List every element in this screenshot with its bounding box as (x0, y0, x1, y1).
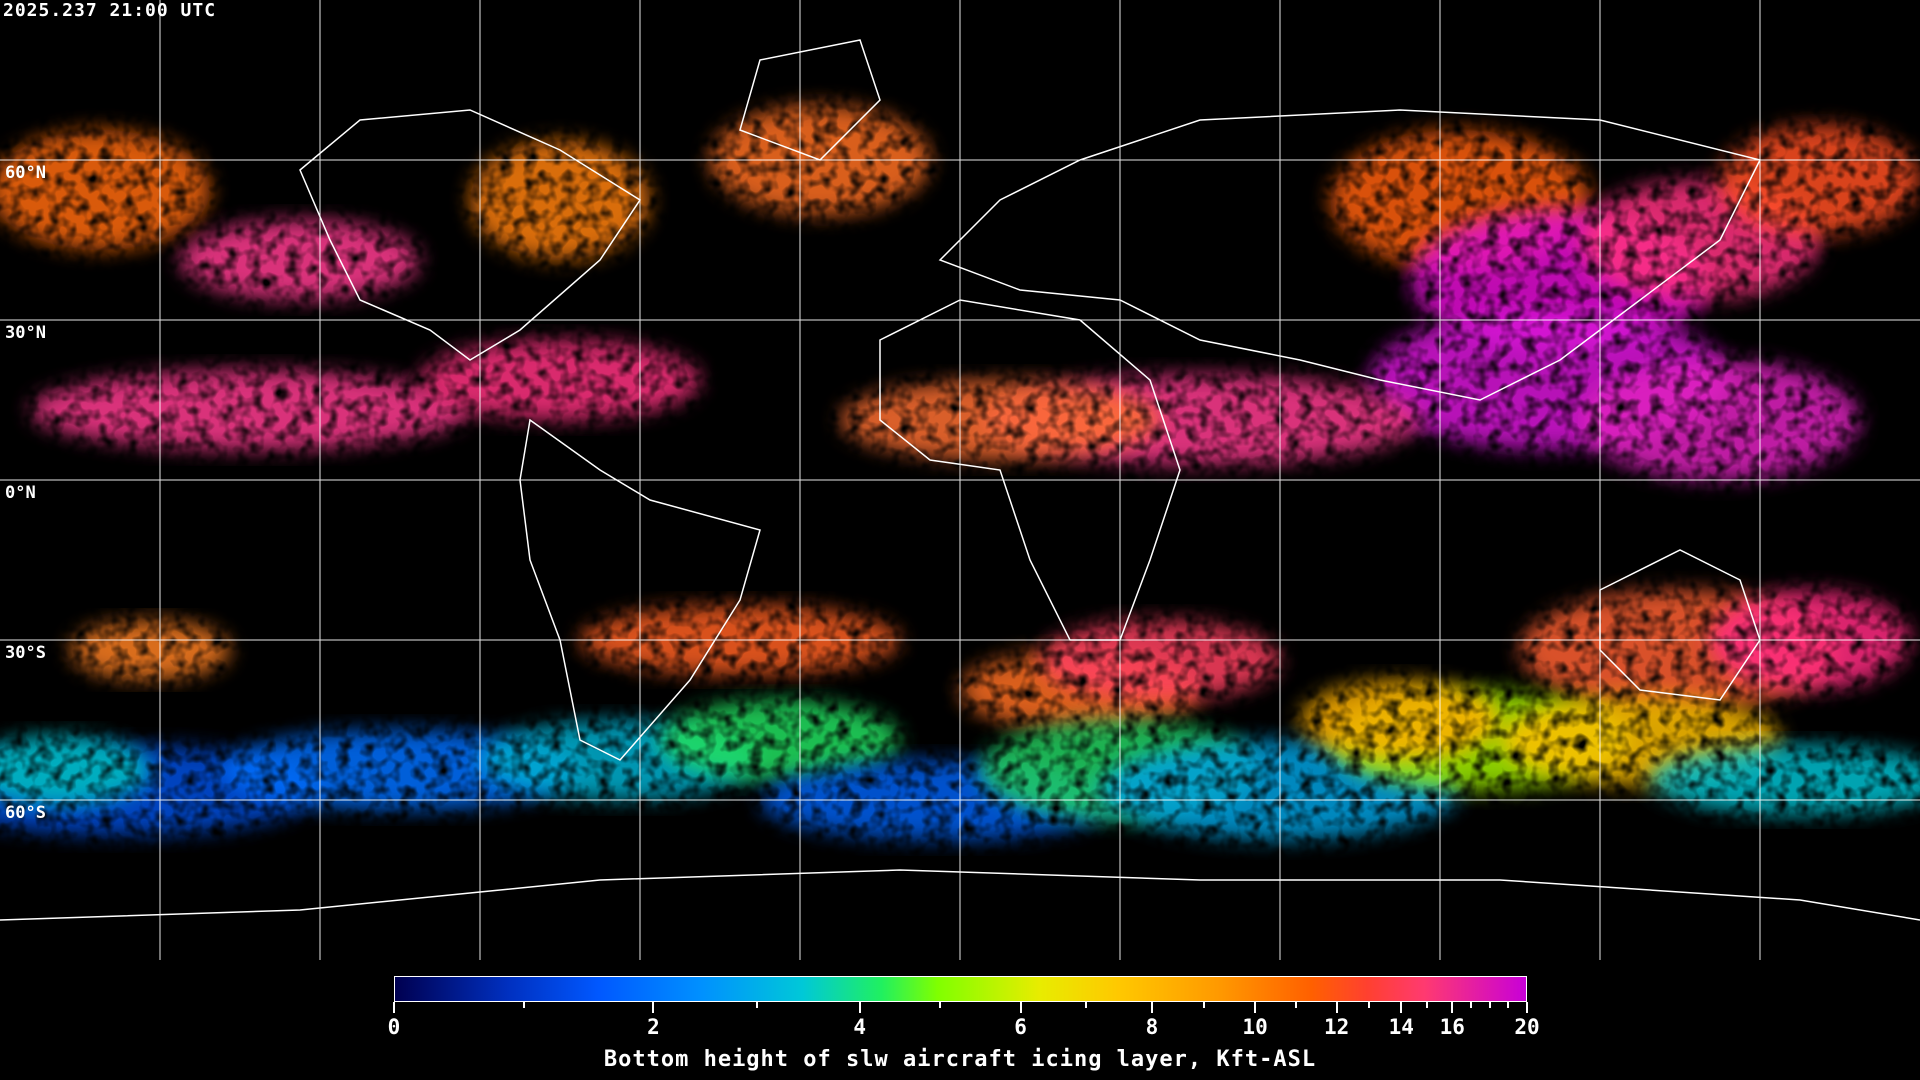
colorbar-minor-tick (939, 1002, 942, 1008)
lat-label-30n: 30°N (5, 323, 46, 343)
colorbar-minor-tick (1294, 1002, 1297, 1008)
colorbar-minor-tick (1085, 1002, 1088, 1008)
colorbar-major-tick (1526, 1002, 1528, 1013)
colorbar-tick-label: 0 (387, 1015, 401, 1039)
colorbar-major-tick (1451, 1002, 1454, 1013)
colorbar-tick-label: 2 (647, 1015, 660, 1039)
lat-label-30s: 30°S (5, 643, 46, 663)
coastline (299, 109, 642, 361)
colorbar-tick-label: 14 (1388, 1015, 1414, 1039)
colorbar-minor-tick (522, 1002, 525, 1008)
colorbar (394, 976, 1527, 1002)
lat-label-60n: 60°N (5, 163, 46, 183)
coastline (519, 418, 761, 761)
colorbar-major-tick (1150, 1002, 1153, 1013)
colorbar-tick-label: 20 (1514, 1015, 1540, 1039)
lat-label-0n: 0°N (5, 483, 36, 503)
coastline (739, 39, 881, 161)
colorbar-ticks: 0 2 4 6 8 10 12 14 16 20 (388, 1002, 1540, 1039)
colorbar-major-tick (1019, 1002, 1022, 1013)
coastline (0, 869, 1920, 921)
colorbar-major-tick (1400, 1002, 1403, 1013)
colorbar-major-tick (858, 1002, 861, 1013)
lat-label-60s: 60°S (5, 803, 46, 823)
colorbar-major-tick (652, 1002, 655, 1013)
coastline (1599, 549, 1761, 701)
colorbar-major-tick (393, 1002, 395, 1013)
colorbar-minor-tick (1425, 1002, 1428, 1008)
graticule (0, 0, 1920, 960)
coastline (938, 109, 1762, 401)
coastlines (0, 39, 1920, 921)
timestamp: 2025.237 21:00 UTC (3, 0, 217, 21)
colorbar-tick-label: 10 (1242, 1015, 1268, 1039)
colorbar-major-tick (1335, 1002, 1338, 1013)
colorbar-minor-tick (1507, 1002, 1510, 1008)
colorbar-tick-label: 4 (853, 1015, 866, 1039)
colorbar-title: Bottom height of slw aircraft icing laye… (603, 1047, 1317, 1072)
icing-map (0, 0, 1920, 960)
colorbar-tick-label: 16 (1439, 1015, 1465, 1039)
colorbar-tick-label: 6 (1014, 1015, 1027, 1039)
colorbar-minor-tick (755, 1002, 758, 1008)
colorbar-minor-tick (1202, 1002, 1205, 1008)
colorbar-minor-tick (1469, 1002, 1472, 1008)
colorbar-minor-tick (1488, 1002, 1491, 1008)
colorbar-minor-tick (1367, 1002, 1370, 1008)
colorbar-tick-label: 12 (1323, 1015, 1350, 1039)
colorbar-major-tick (1254, 1002, 1257, 1013)
colorbar-tick-label: 8 (1145, 1015, 1159, 1039)
